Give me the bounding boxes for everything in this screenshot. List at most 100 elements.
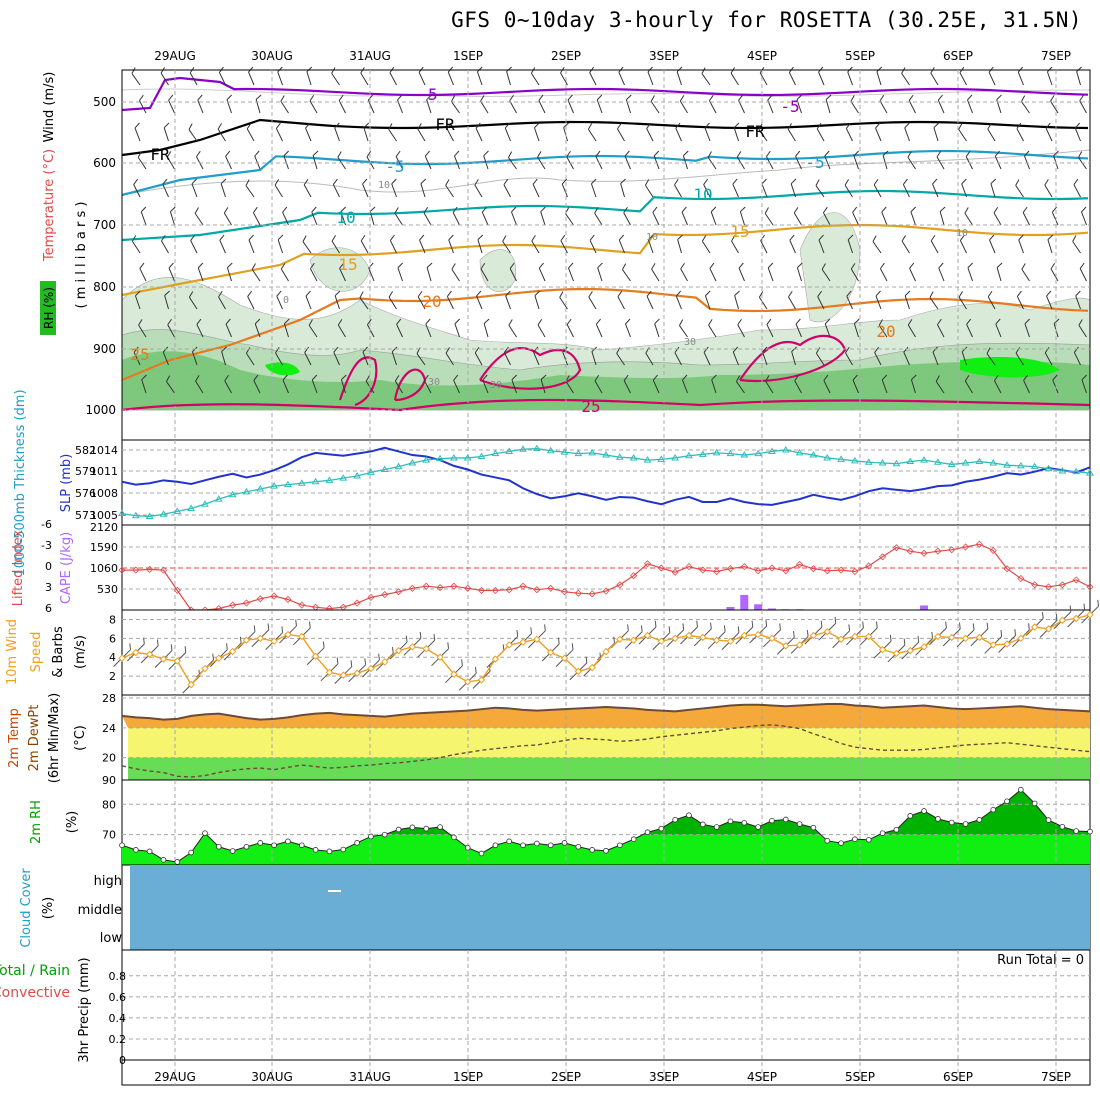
wind-barb — [646, 122, 654, 142]
wind-barb-shaft — [904, 127, 910, 142]
wind-barb-flag — [679, 319, 684, 326]
wind-barb-flag — [225, 318, 231, 325]
wind10m-point — [491, 655, 500, 663]
wind-barb — [645, 347, 654, 366]
wind-barb-shaft — [875, 127, 882, 142]
rh2m-point — [1059, 823, 1066, 830]
lifted-point — [574, 589, 582, 597]
wind-barb-shaft — [190, 240, 198, 254]
wind10m-barb-flag — [447, 642, 450, 649]
wind-barb-flag — [789, 234, 795, 241]
wind-barb-flag — [308, 319, 313, 326]
wind-barb-shaft — [990, 183, 996, 198]
rh-contour — [265, 362, 300, 376]
rh-contour — [121, 88, 1091, 97]
thickness-point — [560, 448, 569, 455]
wind-barb-shaft — [708, 100, 717, 114]
wind-barb-flag — [797, 262, 803, 268]
wind-barb-flag — [445, 347, 451, 354]
wind-barb-shaft — [996, 267, 1002, 282]
wind10m-barb-flag — [156, 639, 159, 646]
date-tick-bottom: 29AUG — [154, 1070, 196, 1084]
wind10m-point — [1044, 625, 1053, 633]
wind-barb — [188, 291, 198, 310]
wind10m-point — [851, 632, 859, 641]
wind-barb-shaft — [652, 212, 660, 226]
wind-barb-flag — [531, 235, 536, 242]
wind-barb — [761, 346, 768, 366]
wind10m-barb-flag — [958, 622, 961, 629]
wind-barb-shaft — [226, 267, 232, 282]
thickness-point — [698, 450, 707, 457]
wind-barb-shaft — [567, 99, 574, 114]
rh2m-point — [285, 838, 291, 845]
wind-barb — [996, 262, 1003, 282]
wind-barb-flag — [736, 375, 741, 382]
wind-barb — [788, 291, 796, 310]
wind-barb — [424, 150, 432, 170]
wind-barb — [990, 178, 997, 198]
wind-barb — [624, 150, 631, 170]
wind10m-point — [381, 658, 389, 666]
thickness-point — [643, 456, 652, 463]
wind-barb-shaft — [739, 211, 745, 226]
wind-barb-flag — [476, 290, 482, 297]
wind-barb-flag — [587, 123, 593, 130]
rh2m-point — [948, 819, 955, 826]
wind-barb — [252, 206, 261, 226]
wind-barb-flag — [1074, 122, 1081, 129]
rh2m-point — [298, 842, 305, 849]
lifted-point — [851, 567, 859, 576]
wind10m-barb-flag — [806, 630, 809, 637]
wind-barb-shaft — [162, 351, 169, 366]
wind-barb-shaft — [1072, 241, 1081, 254]
wind-barb-flag — [939, 206, 946, 212]
wind-barb-shaft — [138, 324, 147, 338]
wind-barb-shaft — [133, 184, 141, 198]
wind-barb — [417, 123, 426, 142]
wind-barb-shaft — [454, 155, 460, 170]
wind10m-point — [422, 645, 430, 653]
wind-barb-flag — [391, 346, 398, 353]
wind-barb — [226, 262, 233, 282]
wind-barb-flag — [254, 150, 260, 157]
wind-barb — [247, 290, 255, 310]
date-tick-top: 30AUG — [251, 49, 293, 63]
wind-barb — [532, 178, 540, 198]
thickness-point — [201, 500, 209, 507]
wind-barb-shaft — [874, 352, 882, 366]
wind-barb — [218, 291, 226, 310]
wind10m-barb-flag — [737, 626, 740, 633]
wind-barb — [221, 346, 227, 366]
wind-barb — [566, 318, 574, 338]
wind-barb-shaft — [426, 99, 432, 114]
wind10m-point — [339, 671, 347, 679]
temp-line — [121, 702, 1091, 721]
wind-barb-shaft — [423, 380, 432, 394]
wind-barb — [676, 66, 683, 86]
wind-barb-shaft — [817, 296, 825, 310]
wind-barb — [197, 94, 204, 114]
wind-barb-shaft — [589, 72, 597, 86]
wind-barb — [340, 206, 346, 226]
wind-barb — [474, 179, 483, 198]
wind-barb — [679, 319, 688, 338]
wind-barb-flag — [137, 151, 142, 158]
wind-barb-flag — [933, 122, 940, 128]
wind-barb-flag — [901, 235, 907, 242]
wind10m-point — [505, 641, 513, 649]
wind-barb-shaft — [508, 157, 517, 170]
wind-barb-flag — [967, 94, 973, 101]
wind-barb — [617, 123, 625, 142]
wind-barb-flag — [847, 234, 854, 241]
y-title-slp: SLP (mb) — [59, 454, 74, 513]
wind10m-barb-flag — [793, 630, 795, 638]
wind10m-point — [450, 670, 458, 678]
wind-barb — [967, 262, 973, 282]
wind-barb-flag — [454, 318, 460, 325]
wind-barb-flag — [417, 123, 422, 130]
wind-barb-shaft — [1024, 155, 1030, 170]
lifted-point — [796, 560, 804, 569]
rh2m-point — [1004, 798, 1010, 805]
wind-barb-flag — [937, 94, 943, 101]
